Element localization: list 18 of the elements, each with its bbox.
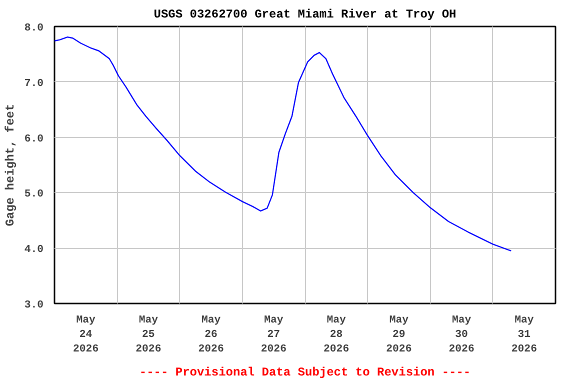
y-tick-label: 6.0 bbox=[24, 133, 44, 146]
x-tick-label: May 30 2026 bbox=[448, 314, 474, 356]
y-tick-label: 7.0 bbox=[24, 78, 44, 90]
y-tick-label: 8.0 bbox=[24, 22, 44, 34]
x-tick-label: May 27 2026 bbox=[260, 314, 286, 356]
x-tick-label: May 25 2026 bbox=[136, 314, 162, 356]
x-tick-label: May 31 2026 bbox=[511, 314, 537, 356]
y-tick-label: 3.0 bbox=[24, 300, 44, 312]
y-axis-title: Gage height, feet bbox=[3, 104, 18, 226]
text: ---- Provisional Data Subject to Revision ---- bbox=[139, 366, 471, 380]
line-series bbox=[54, 36, 512, 252]
x-tick-label: May 24 2026 bbox=[73, 314, 99, 356]
y-tick-label: 5.0 bbox=[24, 188, 44, 201]
x-tick-label: May 29 2026 bbox=[386, 314, 412, 356]
chart-title: USGS 03262700 Great Miami River at Troy OH bbox=[154, 8, 456, 22]
y-tick-label: 4.0 bbox=[24, 244, 44, 256]
x-tick-label: May 28 2026 bbox=[324, 314, 350, 356]
x-tick-label: May 26 2026 bbox=[198, 314, 224, 356]
